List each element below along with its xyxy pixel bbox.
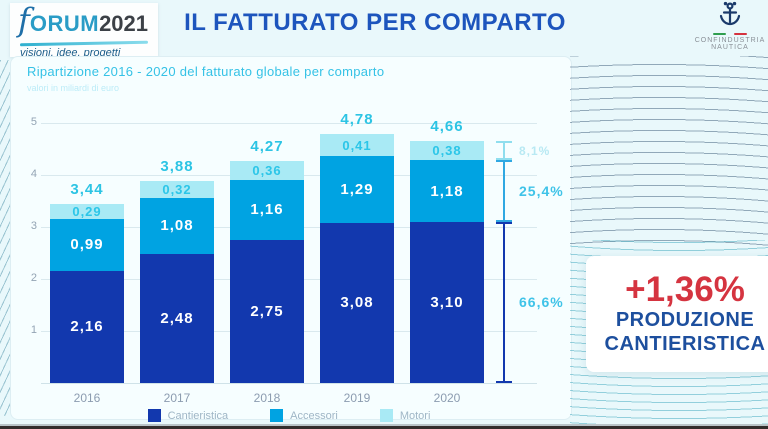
share-label-cantieristica: 66,6% [519,294,564,311]
x-axis-label-2020: 2020 [433,391,461,405]
org-name-line2: NAUTICA [711,44,749,52]
legend-label-cantieristica: Cantieristica [167,409,229,422]
legend-item-motori: Motori [379,409,431,422]
italian-flag-dashes [713,32,747,35]
share-bracket-cantieristica [503,221,505,383]
bar-total-2016: 3,44 [70,181,104,199]
bar-segment-accessori-2019: 1,29 [320,155,394,223]
bar-segment-cantieristica-2018: 2,75 [230,240,304,383]
chart-legend: Cantieristica Accessori Motori [41,409,537,422]
chart-subtitle: Ripartizione 2016 - 2020 del fatturato g… [27,64,385,79]
x-axis-label-2017: 2017 [163,391,191,405]
share-label-accessori: 25,4% [519,183,564,200]
bar-segment-accessori-2020: 1,18 [410,160,484,222]
x-axis-label-2019: 2019 [343,391,371,405]
legend-item-cantieristica: Cantieristica [147,409,229,422]
gridline-y5 [41,123,537,124]
growth-value: +1,36% [625,269,745,309]
bottom-edge-strip [0,424,768,429]
bar-segment-accessori-2018: 1,16 [230,179,304,240]
bar-segment-accessori-2017: 1,08 [140,197,214,255]
bar-segment-cantieristica-2017: 2,48 [140,254,214,383]
legend-label-motori: Motori [399,409,431,422]
bar-segment-motori-2020: 0,38 [410,140,484,161]
legend-label-accessori: Accessori [290,409,338,422]
forum-logo-f: f [18,1,30,39]
share-bracket-cap-bottom-2 [496,381,512,383]
y-axis-tick-1: 1 [30,324,37,336]
bar-segment-cantieristica-2016: 2,16 [50,270,124,383]
legend-swatch-accessori [270,409,284,422]
y-axis-tick-2: 2 [30,272,37,284]
legend-item-accessori: Accessori [270,409,338,422]
forum-logo: fORUM2021 visioni, idee, progetti [10,3,158,59]
share-label-motori: 8,1% [519,143,551,158]
bar-segment-accessori-2016: 0,99 [50,219,124,271]
bar-total-2019: 4,78 [340,111,374,129]
bar-total-2018: 4,27 [250,137,284,155]
bar-segment-motori-2019: 0,41 [320,134,394,156]
share-bracket-cap-top-0 [496,140,512,143]
share-bracket-motori [503,140,505,161]
share-bracket-cap-top-2 [496,221,512,224]
org-name-line1: CONFINDUSTRIA [694,36,766,44]
legend-swatch-cantieristica [147,409,161,422]
bar-segment-motori-2017: 0,32 [140,181,214,198]
legend-swatch-motori [379,409,393,422]
y-axis-tick-5: 5 [30,116,37,128]
bar-segment-cantieristica-2019: 3,08 [320,222,394,383]
bar-total-2020: 4,66 [430,117,464,135]
growth-callout: +1,36% PRODUZIONE CANTIERISTICA [586,256,768,372]
y-axis-tick-4: 4 [30,168,37,180]
page-title: IL FATTURATO PER COMPARTO [184,9,566,36]
bar-total-2017: 3,88 [160,158,194,176]
share-bracket-cap-bottom-1 [496,219,512,222]
y-axis-tick-3: 3 [30,220,37,232]
x-axis-label-2018: 2018 [253,391,281,405]
bar-segment-cantieristica-2020: 3,10 [410,221,484,383]
wave-pattern-top [570,56,768,248]
share-bracket-cap-top-1 [496,160,512,163]
x-axis-line [41,383,537,384]
share-bracket-cap-bottom-0 [496,158,512,161]
bar-segment-motori-2018: 0,36 [230,160,304,180]
forum-logo-year: 2021 [99,11,149,36]
stacked-bar-chart: 1 2 3 4 5 2,16 0,99 0,29 3,44 2016 2,48 1,08 0,32 3,8… [11,57,571,422]
chart-unit-note: valori in miliardi di euro [27,83,120,93]
chart-panel: Ripartizione 2016 - 2020 del fatturato g… [10,56,572,422]
forum-logo-wordmark: fORUM2021 [18,4,152,42]
growth-label-line1: PRODUZIONE [615,309,755,332]
share-bracket-accessori [503,160,505,222]
confindustria-nautica-logo: CONFINDUSTRIA NAUTICA [684,1,768,52]
anchor-icon [719,1,741,26]
bar-segment-motori-2016: 0,29 [50,204,124,220]
x-axis-label-2016: 2016 [73,391,101,405]
growth-label-line2: CANTIERISTICA [604,333,766,356]
forum-logo-orum: ORUM [29,11,100,36]
